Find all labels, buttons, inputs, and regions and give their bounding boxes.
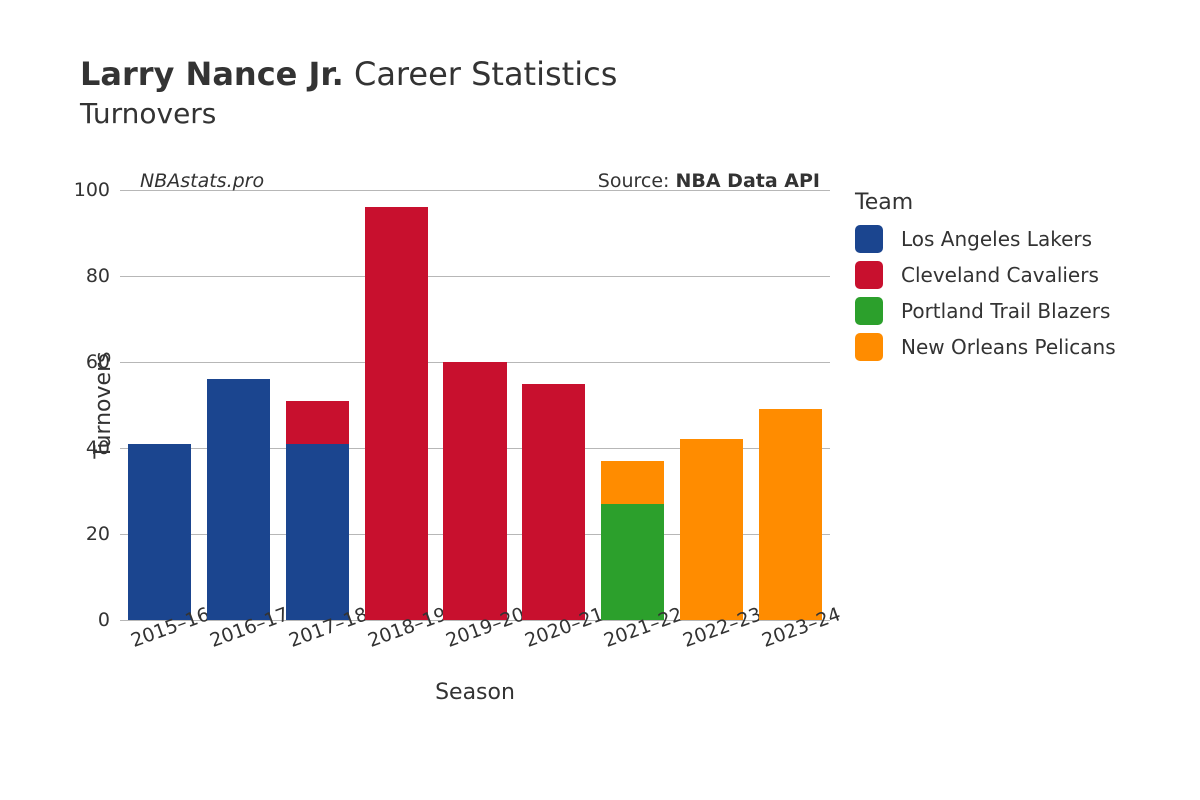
source-prefix: Source: (598, 170, 676, 192)
legend-swatch (855, 333, 883, 361)
bar-segment (759, 409, 822, 620)
source-name: NBA Data API (675, 170, 820, 192)
bar-segment (286, 401, 349, 444)
bar: 2020–21 (522, 190, 585, 620)
y-tick-label: 40 (86, 437, 120, 459)
bar-segment (522, 384, 585, 621)
source-line: Source: NBA Data API (598, 170, 820, 192)
bar: 2021–22 (601, 190, 664, 620)
y-tick-label: 80 (86, 265, 120, 287)
legend-item: Cleveland Cavaliers (855, 261, 1116, 289)
legend-label: Cleveland Cavaliers (901, 263, 1099, 287)
y-tick-label: 60 (86, 351, 120, 373)
legend-swatch (855, 297, 883, 325)
watermark: NBAstats.pro (140, 170, 264, 192)
legend-title: Team (855, 190, 1116, 215)
legend-label: Los Angeles Lakers (901, 227, 1092, 251)
y-tick-label: 20 (86, 523, 120, 545)
legend-item: Portland Trail Blazers (855, 297, 1116, 325)
title-suffix: Career Statistics (344, 55, 618, 93)
chart-container: Larry Nance Jr. Career Statistics Turnov… (0, 0, 1200, 800)
bar-segment (286, 444, 349, 620)
bar: 2023–24 (759, 190, 822, 620)
legend-item: Los Angeles Lakers (855, 225, 1116, 253)
title-block: Larry Nance Jr. Career Statistics Turnov… (80, 55, 617, 130)
bar: 2018–19 (365, 190, 428, 620)
legend-label: New Orleans Pelicans (901, 335, 1116, 359)
title-player: Larry Nance Jr. (80, 55, 344, 93)
chart-subtitle: Turnovers (80, 97, 617, 130)
bar: 2015–16 (128, 190, 191, 620)
y-tick-label: 0 (98, 609, 120, 631)
bar-segment (128, 444, 191, 620)
bar-segment (601, 461, 664, 504)
bar: 2022–23 (680, 190, 743, 620)
chart-title: Larry Nance Jr. Career Statistics (80, 55, 617, 93)
legend-label: Portland Trail Blazers (901, 299, 1110, 323)
bar: 2016–17 (207, 190, 270, 620)
legend: Team Los Angeles Lakers Cleveland Cavalie… (855, 190, 1116, 369)
x-axis-label: Season (435, 680, 515, 705)
y-tick-label: 100 (74, 179, 120, 201)
bar-segment (680, 439, 743, 620)
bar-segment (365, 207, 428, 620)
legend-item: New Orleans Pelicans (855, 333, 1116, 361)
legend-swatch (855, 261, 883, 289)
bar-segment (207, 379, 270, 620)
bar-segment (443, 362, 506, 620)
bar: 2019–20 (443, 190, 506, 620)
plot-area: NBAstats.pro Source: NBA Data API Turnov… (120, 190, 830, 620)
bar: 2017–18 (286, 190, 349, 620)
legend-swatch (855, 225, 883, 253)
